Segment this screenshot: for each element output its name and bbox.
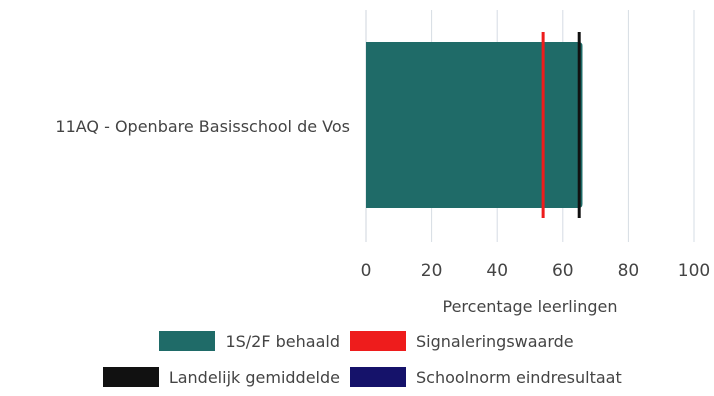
legend-label-signaleringswaarde: Signaleringswaarde	[416, 331, 574, 351]
legend-item-schoolnorm[interactable]: Schoolnorm eindresultaat	[350, 366, 714, 388]
legend-swatch-signaleringswaarde	[350, 331, 406, 351]
x-tick-label-0: 0	[361, 261, 372, 281]
x-axis-title: Percentage leerlingen	[443, 297, 618, 316]
bar-0	[366, 42, 583, 208]
bar-chart: 11AQ - Openbare Basisschool de Vos 0 20 40 6…	[55, 10, 710, 316]
x-tick-label-4: 80	[618, 261, 640, 281]
x-tick-label-5: 100	[678, 261, 710, 281]
legend-item-landelijk-gemiddelde[interactable]: Landelijk gemiddelde	[0, 366, 350, 388]
legend-label-schoolnorm: Schoolnorm eindresultaat	[416, 367, 622, 387]
x-tick-label-2: 40	[486, 261, 508, 281]
legend-label-landelijk-gemiddelde: Landelijk gemiddelde	[168, 367, 340, 387]
legend-item-signaleringswaarde[interactable]: Signaleringswaarde	[350, 330, 714, 352]
x-tick-label-3: 60	[552, 261, 574, 281]
legend-swatch-landelijk-gemiddelde	[102, 367, 159, 387]
legend-swatch-schoolnorm	[350, 367, 406, 387]
legend: 1S/2F behaald Signaleringswaarde Landeli…	[0, 330, 714, 388]
x-tick-label-1: 20	[421, 261, 443, 281]
legend-swatch-behaald	[159, 331, 216, 351]
legend-label-behaald: 1S/2F behaald	[225, 331, 340, 351]
legend-item-behaald[interactable]: 1S/2F behaald	[0, 330, 350, 352]
category-label: 11AQ - Openbare Basisschool de Vos	[55, 117, 350, 136]
